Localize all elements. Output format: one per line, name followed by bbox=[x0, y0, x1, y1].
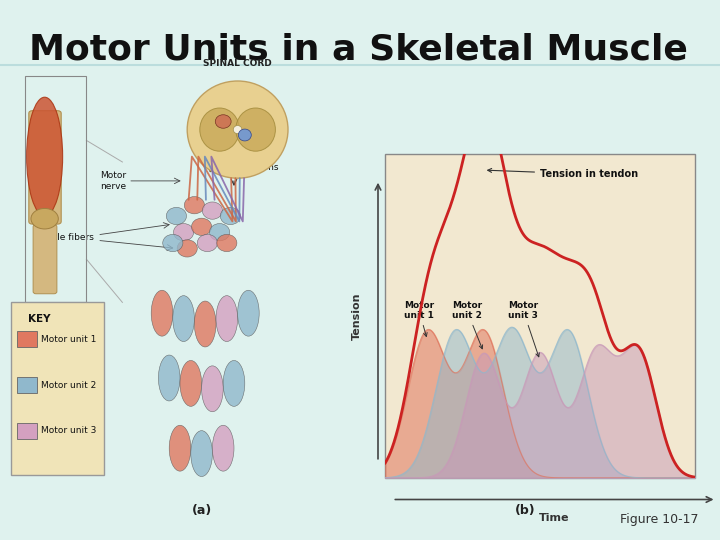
Ellipse shape bbox=[192, 218, 212, 235]
Ellipse shape bbox=[166, 207, 186, 225]
Ellipse shape bbox=[177, 240, 197, 257]
Ellipse shape bbox=[220, 207, 240, 225]
Ellipse shape bbox=[223, 361, 245, 407]
Ellipse shape bbox=[187, 81, 288, 178]
Ellipse shape bbox=[236, 108, 276, 151]
Ellipse shape bbox=[215, 115, 231, 128]
Text: Figure 10-17: Figure 10-17 bbox=[620, 514, 698, 526]
Text: KEY: KEY bbox=[27, 314, 50, 325]
Text: Tension in tendon: Tension in tendon bbox=[487, 168, 638, 179]
Ellipse shape bbox=[151, 291, 173, 336]
Text: Motor unit 1: Motor unit 1 bbox=[41, 335, 96, 343]
Ellipse shape bbox=[169, 426, 191, 471]
Ellipse shape bbox=[216, 296, 238, 342]
Ellipse shape bbox=[173, 296, 194, 342]
Text: Muscle fibers: Muscle fibers bbox=[34, 233, 94, 242]
Text: Motor
unit 2: Motor unit 2 bbox=[451, 301, 482, 349]
Ellipse shape bbox=[180, 361, 202, 407]
Ellipse shape bbox=[202, 366, 223, 411]
Ellipse shape bbox=[238, 129, 251, 141]
Text: Motor
nerve: Motor nerve bbox=[100, 171, 126, 191]
Text: (b): (b) bbox=[516, 504, 536, 517]
Ellipse shape bbox=[158, 355, 180, 401]
Text: Time: Time bbox=[539, 513, 570, 523]
Bar bbox=[11, 302, 104, 475]
Ellipse shape bbox=[202, 202, 222, 219]
Ellipse shape bbox=[31, 208, 58, 229]
Ellipse shape bbox=[184, 197, 204, 214]
Ellipse shape bbox=[197, 234, 217, 252]
Ellipse shape bbox=[233, 126, 242, 134]
Text: Motor
unit 1: Motor unit 1 bbox=[404, 301, 434, 336]
Ellipse shape bbox=[212, 426, 234, 471]
Bar bbox=[17, 331, 37, 347]
Ellipse shape bbox=[163, 234, 183, 252]
Text: Motor unit 3: Motor unit 3 bbox=[41, 427, 96, 435]
Bar bbox=[25, 76, 86, 302]
FancyBboxPatch shape bbox=[33, 225, 57, 294]
Ellipse shape bbox=[199, 108, 239, 151]
Text: Tension: Tension bbox=[351, 292, 361, 340]
Text: (a): (a) bbox=[192, 504, 212, 517]
Text: Motor
unit 3: Motor unit 3 bbox=[508, 301, 539, 357]
Ellipse shape bbox=[210, 224, 230, 241]
Ellipse shape bbox=[27, 97, 63, 216]
Ellipse shape bbox=[174, 224, 194, 241]
Bar bbox=[17, 377, 37, 393]
Text: Motor unit 2: Motor unit 2 bbox=[41, 381, 96, 389]
Ellipse shape bbox=[194, 301, 216, 347]
Bar bbox=[385, 154, 695, 478]
Bar bbox=[17, 423, 37, 439]
Text: SPINAL CORD: SPINAL CORD bbox=[203, 58, 272, 68]
Ellipse shape bbox=[191, 431, 212, 477]
FancyBboxPatch shape bbox=[29, 111, 61, 224]
Ellipse shape bbox=[217, 234, 237, 252]
Text: Motor Units in a Skeletal Muscle: Motor Units in a Skeletal Muscle bbox=[29, 32, 688, 66]
Text: Axons of
motor neurons: Axons of motor neurons bbox=[212, 152, 279, 172]
Ellipse shape bbox=[238, 291, 259, 336]
